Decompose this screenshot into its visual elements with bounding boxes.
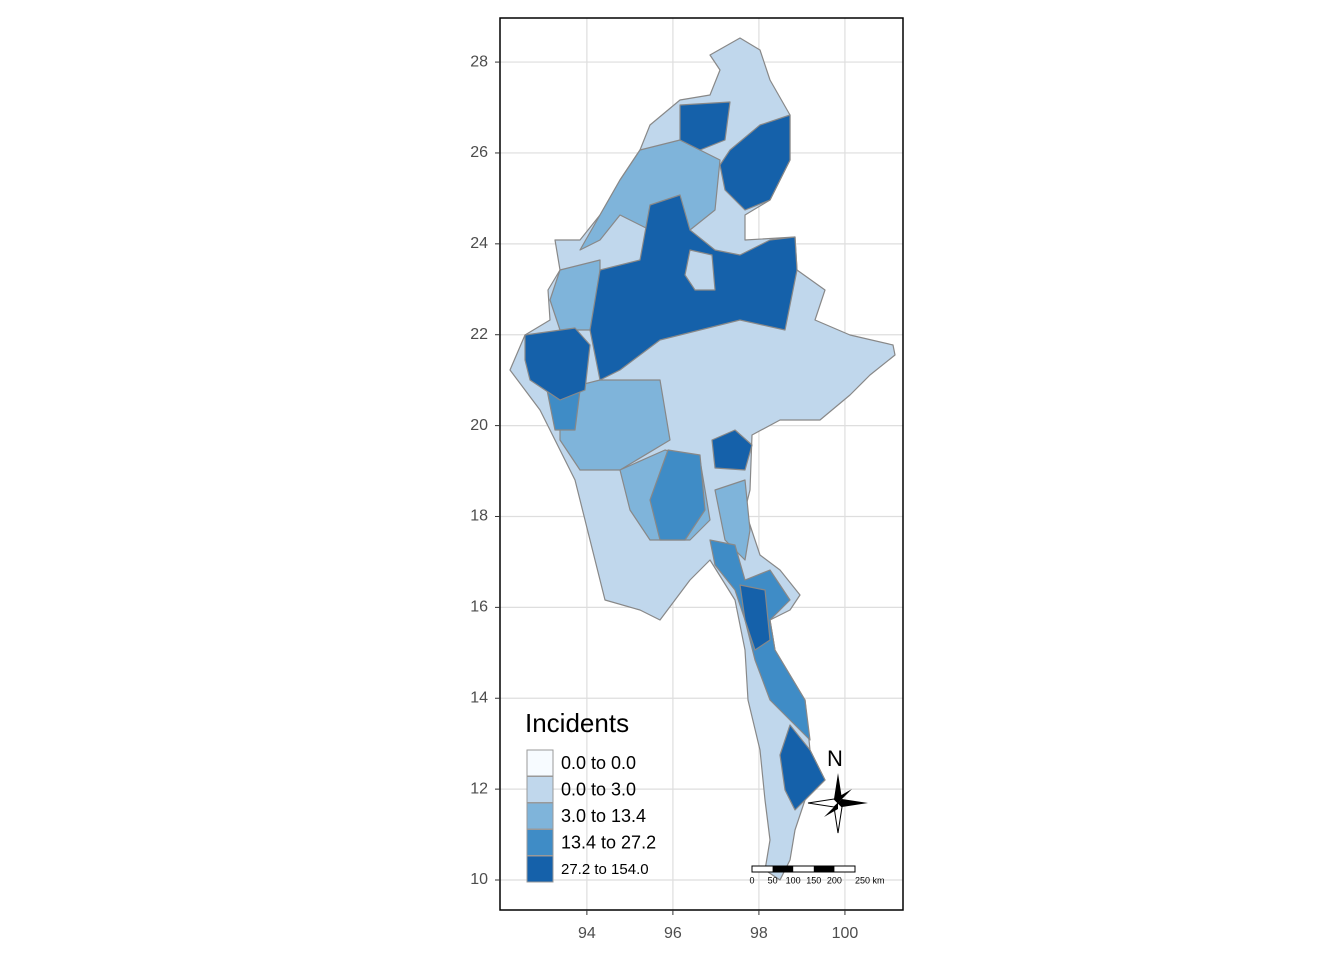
legend-label: 0.0 to 0.0 xyxy=(561,753,636,773)
y-tick-label: 14 xyxy=(470,689,488,706)
region xyxy=(711,429,753,471)
regions xyxy=(509,37,896,881)
y-tick-label: 12 xyxy=(470,780,488,797)
x-tick-label: 100 xyxy=(832,925,859,942)
arrow-sw xyxy=(824,803,838,817)
y-tick-label: 28 xyxy=(470,53,488,70)
arrow-n xyxy=(834,773,842,803)
region xyxy=(739,584,771,651)
y-tick-label: 24 xyxy=(470,235,488,252)
scale-label: 250 km xyxy=(855,875,885,885)
y-tick-label: 26 xyxy=(470,144,488,161)
scale-label: 100 xyxy=(786,875,801,885)
arrow-ne xyxy=(838,789,852,803)
legend-key xyxy=(526,855,554,883)
scale-label: 200 xyxy=(827,875,842,885)
legend-key xyxy=(526,749,554,777)
region xyxy=(714,479,751,561)
legend-label: 27.2 to 154.0 xyxy=(561,861,649,878)
north-arrow: N xyxy=(807,746,868,834)
x-tick-label: 98 xyxy=(750,925,768,942)
arrow-e xyxy=(838,799,868,807)
scale-bar: 0 50 100 150 200 250 km xyxy=(749,865,885,885)
scale-segment xyxy=(772,866,794,872)
scale-label: 150 xyxy=(806,875,821,885)
region xyxy=(684,249,716,291)
region xyxy=(549,259,601,331)
y-tick-label: 22 xyxy=(470,326,488,343)
y-tick-label: 20 xyxy=(470,417,488,434)
legend-label: 3.0 to 13.4 xyxy=(561,806,646,826)
scale-frame xyxy=(751,865,856,873)
north-label: N xyxy=(827,746,843,771)
y-tick-label: 18 xyxy=(470,508,488,525)
region xyxy=(524,327,591,401)
region xyxy=(679,101,731,151)
region xyxy=(559,379,671,471)
x-tick-label: 96 xyxy=(664,925,682,942)
legend: Incidents 0.0 to 0.0 0.0 to 3.0 3.0 to 13.… xyxy=(525,708,656,883)
panel-border xyxy=(499,17,904,911)
legend-label: 13.4 to 27.2 xyxy=(561,832,656,852)
region xyxy=(779,724,826,811)
legend-key xyxy=(526,829,554,856)
scale-segment xyxy=(813,866,835,872)
region xyxy=(649,449,706,541)
country-base xyxy=(509,37,896,881)
axes: 94 96 98 100 10 12 14 16 18 20 22 24 26 28 xyxy=(470,53,858,942)
legend-key xyxy=(526,802,554,830)
y-tick-label: 10 xyxy=(470,871,488,888)
legend-title: Incidents xyxy=(525,708,629,738)
region xyxy=(719,114,791,211)
legend-key xyxy=(526,776,554,803)
legend-label: 0.0 to 3.0 xyxy=(561,779,636,799)
scale-label: 50 xyxy=(768,875,778,885)
y-tick-label: 16 xyxy=(470,599,488,616)
scale-label: 0 xyxy=(749,875,754,885)
x-tick-label: 94 xyxy=(578,925,596,942)
